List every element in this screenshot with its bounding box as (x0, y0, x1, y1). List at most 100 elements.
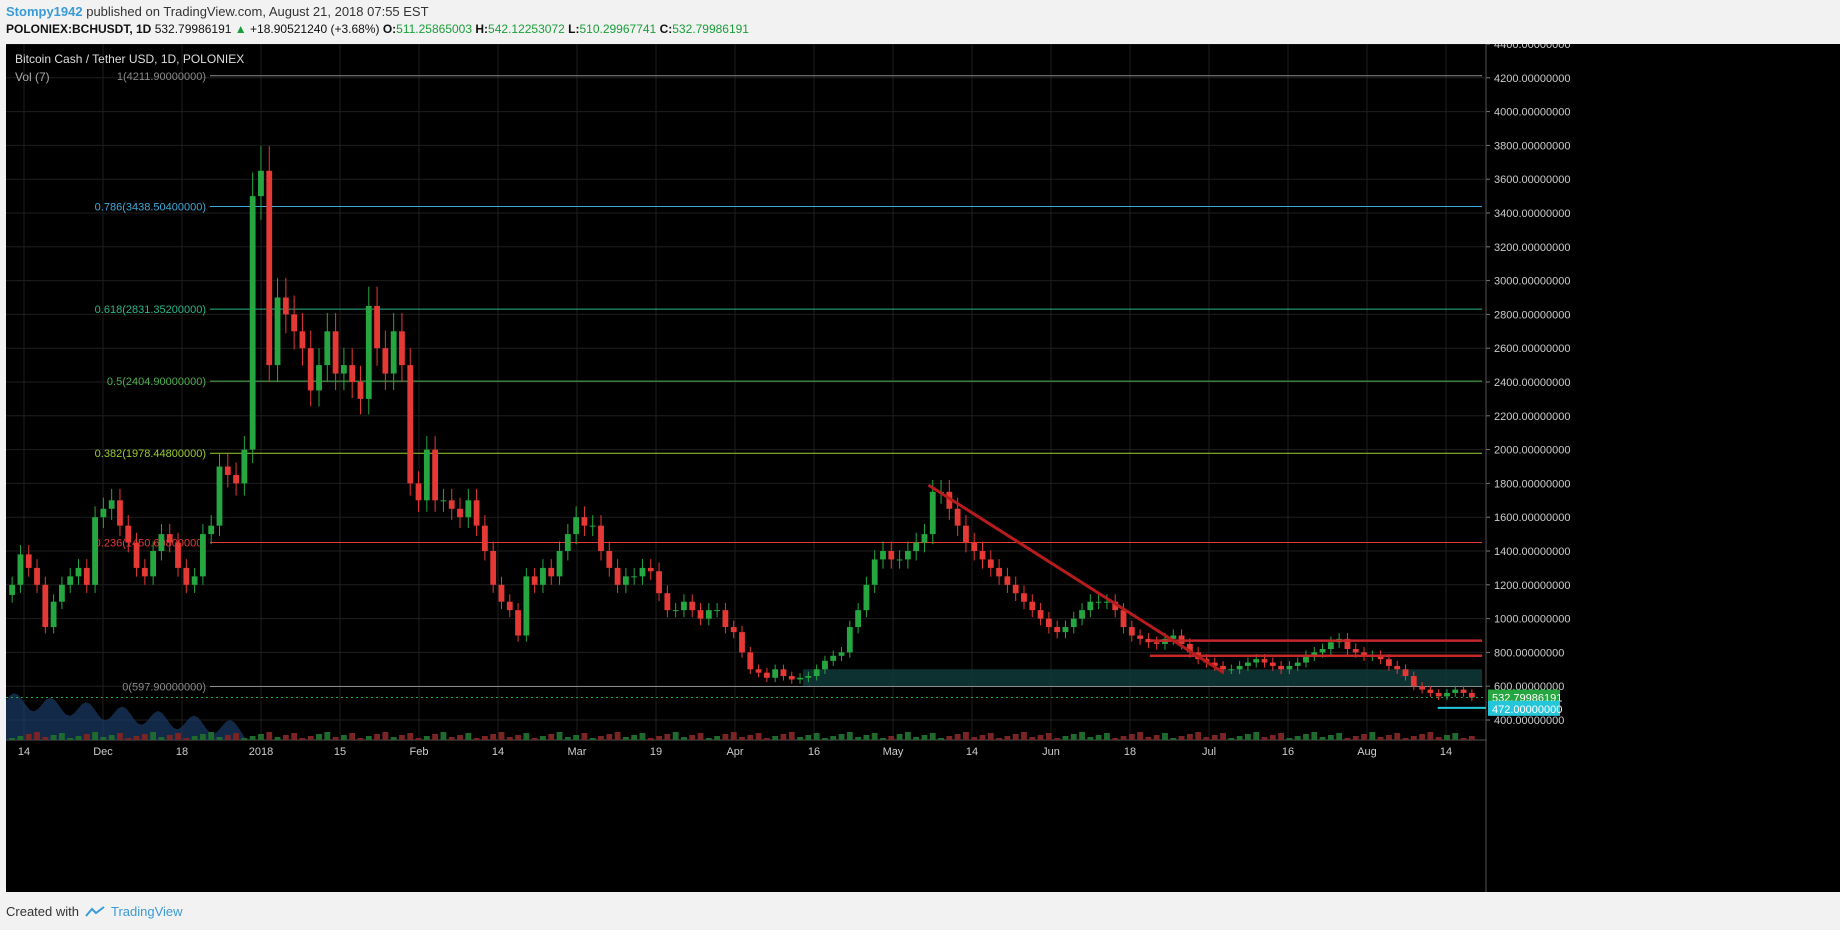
volume-bar (50, 735, 57, 740)
volume-bar (423, 736, 430, 740)
candle-body (855, 610, 862, 628)
candle-body (382, 348, 389, 374)
target-price-box (1488, 700, 1560, 716)
candle-body (929, 491, 936, 535)
candle-body (1211, 662, 1218, 666)
x-tick-label: 14 (966, 746, 978, 758)
candle-body (1095, 601, 1102, 603)
volume-bar (971, 737, 978, 740)
candle-body (672, 610, 679, 612)
volume-bar (896, 734, 903, 740)
volume-bar (1435, 737, 1442, 740)
candle-body (656, 571, 662, 594)
candle-body (556, 551, 563, 577)
candle-body (730, 627, 737, 633)
x-tick-label: 18 (176, 746, 188, 758)
candle-body (689, 601, 696, 611)
fib-level-label: 0.382(1978.44800000) (95, 448, 206, 460)
fib-level-label: 0.5(2404.90000000) (107, 376, 206, 388)
volume-bar (67, 738, 74, 740)
author-link[interactable]: Stompy1942 (6, 4, 83, 19)
volume-bar (1062, 736, 1069, 740)
candle-body (316, 365, 322, 391)
support-zone (803, 669, 1482, 687)
volume-bar (904, 732, 911, 740)
candle-body (1286, 665, 1293, 670)
y-tick-label: 3600.00000000 (1494, 174, 1570, 186)
volume-bar (1336, 733, 1343, 740)
footer: Created with TradingView (6, 904, 183, 919)
tradingview-link[interactable]: TradingView (110, 904, 183, 919)
volume-bar (266, 732, 273, 740)
volume-bar (465, 733, 472, 740)
candle-body (59, 584, 65, 602)
volume-bar (1128, 734, 1135, 740)
volume-bar (1186, 734, 1193, 740)
volume-bar (722, 734, 729, 740)
volume-bar (481, 736, 488, 740)
candle-body (75, 567, 82, 577)
price-change: +18.90521240 (+3.68%) (250, 22, 380, 36)
x-tick-label: 14 (1440, 746, 1452, 758)
volume-bar (1203, 737, 1210, 740)
fib-level-label: 0.236(1450.60800000) (95, 537, 206, 549)
volume-bar (1369, 732, 1376, 740)
candle-body (921, 534, 928, 543)
candle-body (1294, 662, 1301, 666)
volume-bar (307, 736, 314, 740)
candle-body (299, 331, 306, 349)
volume-bar (1104, 733, 1110, 740)
volume-bar (830, 736, 837, 740)
candle-body (166, 534, 173, 543)
volume-bar (747, 735, 754, 740)
volume-bar (954, 734, 961, 740)
candle-body (1344, 638, 1351, 650)
candle-body (838, 652, 845, 656)
y-tick-label: 400.00000000 (1494, 715, 1564, 727)
candle-body (523, 576, 530, 636)
x-tick-label: 18 (1124, 746, 1136, 758)
volume-bar (1211, 735, 1218, 740)
volume-bar (1419, 734, 1425, 740)
candle-body (1220, 665, 1226, 670)
candle-body (996, 567, 1003, 577)
volume-bar (647, 738, 654, 740)
candle-body (614, 567, 621, 585)
volume-bar (1344, 738, 1351, 740)
volume-bar (880, 738, 886, 740)
y-tick-label: 2000.00000000 (1494, 445, 1570, 457)
volume-bar (75, 736, 82, 740)
volume-bar (100, 737, 107, 740)
volume-bar (150, 732, 157, 740)
volume-bar (1236, 736, 1243, 740)
volume-bar (656, 736, 662, 740)
published-text: published on TradingView.com, August 21,… (86, 4, 429, 19)
candle-body (399, 331, 405, 366)
fib-level-label: 0.786(3438.50400000) (95, 201, 206, 213)
candle-body (1004, 576, 1011, 585)
candle-body (490, 551, 497, 585)
volume-bar (838, 734, 845, 740)
y-tick-label: 1200.00000000 (1494, 580, 1570, 592)
y-tick-label: 4200.00000000 (1494, 73, 1570, 85)
volume-bar (216, 737, 223, 740)
volume-bar (374, 734, 380, 740)
volume-bar (938, 738, 944, 740)
chart-area[interactable]: 400.00000000 600.00000000 800.00000000 1000… (6, 44, 1840, 892)
volume-bar (1120, 736, 1127, 740)
candle-body (266, 170, 273, 366)
volume-bar (1070, 734, 1077, 740)
candle-body (241, 449, 248, 484)
volume-bar (573, 735, 580, 740)
price-chart[interactable]: 400.00000000600.00000000800.000000001000… (6, 44, 1840, 892)
x-tick-label: 14 (18, 746, 30, 758)
volume-bar (631, 735, 638, 740)
current-price-box (1488, 689, 1560, 705)
candle-body (9, 584, 16, 595)
candle-body (83, 567, 90, 585)
candle-body (805, 676, 812, 678)
candle-body (797, 677, 803, 680)
volume-bar (672, 732, 679, 740)
volume-bar (108, 735, 115, 740)
candle-body (481, 525, 488, 551)
